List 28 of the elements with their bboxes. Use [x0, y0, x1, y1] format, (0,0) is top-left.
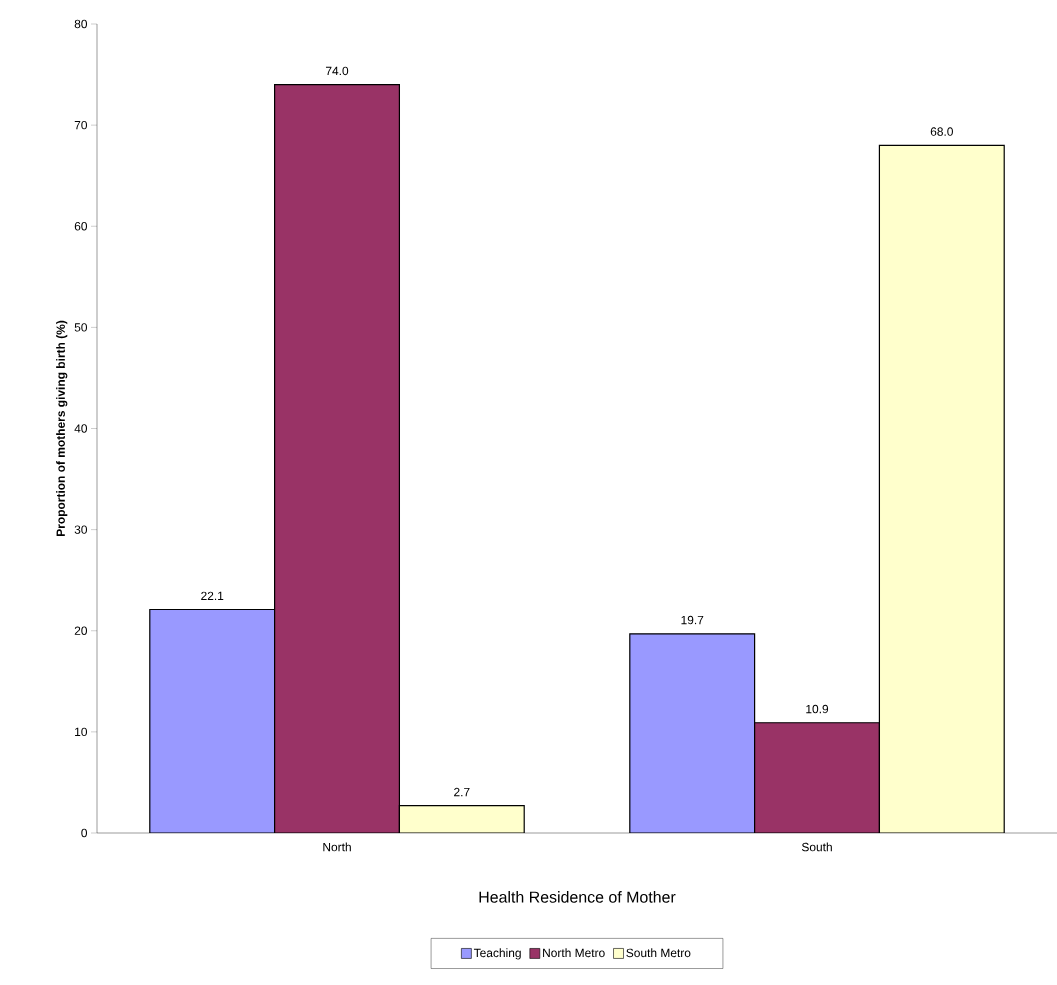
y-axis-title: Proportion of mothers giving birth (%) [56, 320, 68, 536]
x-axis-title: Health Residence of Mother [479, 891, 676, 903]
y-tick-label: 40 [74, 424, 88, 433]
y-tick-label: 0 [81, 828, 88, 838]
bar [878, 144, 1005, 833]
legend-label: North Metro [543, 948, 605, 958]
data-label: 10.9 [806, 704, 829, 714]
bar [754, 722, 881, 833]
bar [398, 805, 525, 833]
y-tick-label: 60 [74, 222, 88, 231]
bar [629, 633, 756, 833]
legend-label: Teaching [473, 948, 521, 960]
y-tick-label: 20 [74, 626, 88, 635]
data-label: 74.0 [325, 66, 349, 76]
data-label: 2.7 [454, 787, 470, 797]
legend-label: South Metro [626, 948, 691, 958]
bar [149, 608, 276, 833]
x-tick-label: South [801, 842, 832, 852]
data-label: 22.1 [201, 591, 224, 600]
bar [274, 84, 401, 833]
y-tick-label: 70 [74, 120, 88, 130]
y-tick-label: 50 [74, 323, 88, 332]
y-tick-label: 30 [74, 525, 88, 534]
y-tick-label: 10 [75, 727, 88, 737]
y-tick-label: 80 [74, 19, 88, 29]
x-tick-label: North [323, 842, 351, 852]
data-label: 19.7 [681, 615, 704, 625]
data-label: 68.0 [930, 127, 953, 136]
